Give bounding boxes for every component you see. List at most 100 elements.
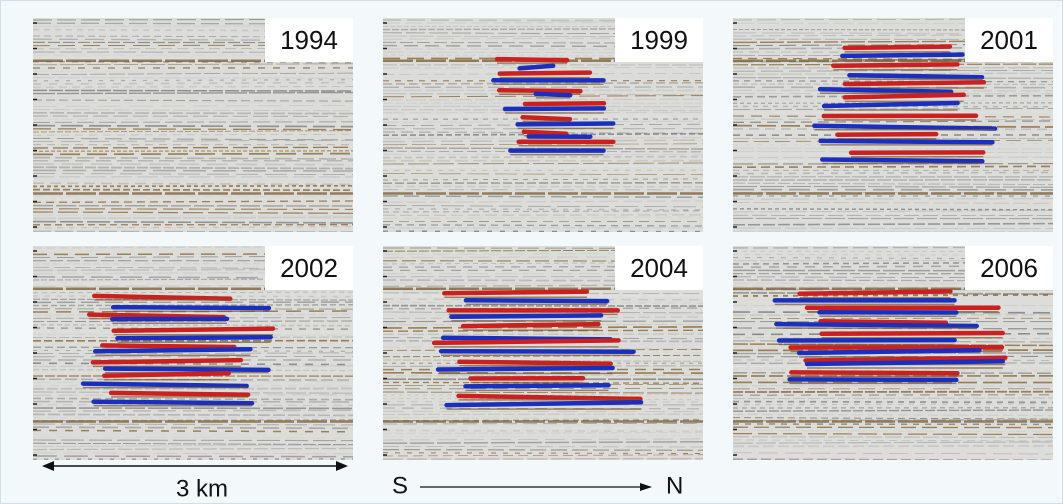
reflector: [383, 44, 703, 48]
reflector: [33, 156, 353, 160]
reflector: [733, 99, 1053, 102]
direction-end: N: [666, 472, 683, 499]
reflector: [33, 214, 353, 217]
year-label: 1999: [630, 25, 688, 55]
amplitude-band: [431, 338, 621, 346]
reflector: [33, 230, 353, 232]
amplitude-band: [819, 330, 1005, 337]
reflector: [33, 310, 353, 313]
reflector: [733, 418, 1053, 422]
reflector: [383, 393, 703, 396]
reflector: [33, 433, 353, 436]
reflector: [733, 208, 1053, 211]
reflector: [33, 419, 353, 422]
reflector: [383, 429, 703, 433]
reflector: [733, 80, 1053, 83]
reflector: [33, 362, 353, 366]
year-label: 1994: [280, 25, 338, 55]
reflector: [383, 207, 703, 211]
reflector: [383, 176, 703, 179]
amplitude-band: [463, 298, 610, 304]
reflector: [33, 173, 353, 175]
amplitude-band: [496, 88, 583, 94]
amplitude-band: [817, 87, 954, 95]
reflector: [383, 143, 703, 146]
reflector: [33, 216, 353, 220]
reflector: [383, 445, 703, 448]
reflector: [33, 139, 353, 143]
reflector: [733, 107, 1053, 111]
reflector: [383, 216, 703, 219]
reflector: [383, 454, 703, 457]
texture: [383, 247, 703, 460]
reflector: [383, 178, 703, 181]
reflector: [383, 441, 703, 444]
reflector: [33, 133, 353, 136]
reflector: [383, 108, 703, 112]
reflector: [733, 301, 1053, 303]
reflector: [733, 182, 1053, 186]
amplitude-band: [840, 52, 965, 59]
reflector: [733, 313, 1053, 317]
texture: [33, 246, 353, 460]
amplitude-band: [90, 357, 244, 365]
reflector: [733, 57, 1053, 61]
texture: [733, 246, 1053, 460]
amplitude-band: [842, 44, 953, 51]
reflector: [733, 400, 1053, 404]
reflector: [733, 409, 1053, 412]
reflector: [383, 374, 703, 377]
year-box: [965, 18, 1053, 62]
reflector: [33, 188, 353, 192]
reflector: [733, 439, 1053, 442]
reflector: [733, 413, 1053, 417]
reflector: [383, 282, 703, 286]
reflector: [33, 368, 353, 372]
reflector: [33, 166, 353, 170]
reflector: [383, 98, 703, 101]
amplitude-band: [86, 312, 227, 320]
amplitude-band: [774, 321, 979, 329]
reflector: [733, 147, 1053, 151]
reflector: [33, 105, 353, 107]
amplitude-band: [835, 131, 939, 137]
reflector: [383, 426, 703, 430]
amplitude-band: [821, 100, 960, 109]
panels: 1994 1999 2001 2002 2004 2006: [33, 18, 1053, 460]
amplitude-band: [789, 370, 960, 376]
amplitude-band: [115, 334, 273, 341]
direction-arrow-head: [640, 483, 652, 491]
reflector: [33, 81, 353, 85]
amplitude-band: [100, 343, 237, 350]
reflector: [33, 320, 353, 323]
reflector: [383, 391, 703, 394]
amplitude-band: [522, 101, 607, 107]
amplitude-band: [102, 370, 231, 378]
reflector: [733, 63, 1053, 66]
amplitude-band: [521, 129, 569, 137]
amplitude-band: [517, 63, 556, 71]
reflector: [33, 86, 353, 88]
amplitude-band: [796, 347, 982, 356]
reflector: [33, 130, 353, 133]
reflector: [33, 226, 353, 229]
reflector: [383, 195, 703, 199]
amplitude-band: [80, 381, 249, 389]
reflector: [383, 457, 703, 460]
amplitude-band: [442, 289, 590, 296]
year-box: [265, 18, 353, 62]
seismic-panel: 2006: [733, 246, 1053, 460]
reflector: [33, 169, 353, 172]
reflector: [33, 137, 353, 141]
reflector: [733, 324, 1053, 327]
scale-label: 3 km: [176, 475, 228, 502]
reflector: [33, 79, 353, 82]
reflector: [733, 205, 1053, 208]
reflector: [733, 436, 1053, 438]
reflector: [33, 200, 353, 204]
reflector: [33, 298, 353, 301]
reflector: [33, 77, 353, 79]
amplitude-band: [803, 355, 1008, 363]
reflector: [33, 146, 353, 149]
amplitude-band: [92, 346, 253, 354]
